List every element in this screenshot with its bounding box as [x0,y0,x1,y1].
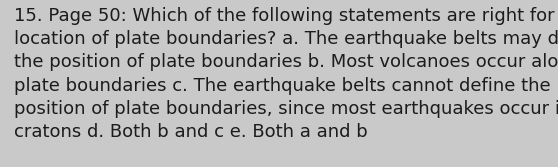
Text: 15. Page 50: Which of the following statements are right for the
location of pla: 15. Page 50: Which of the following stat… [14,7,558,141]
